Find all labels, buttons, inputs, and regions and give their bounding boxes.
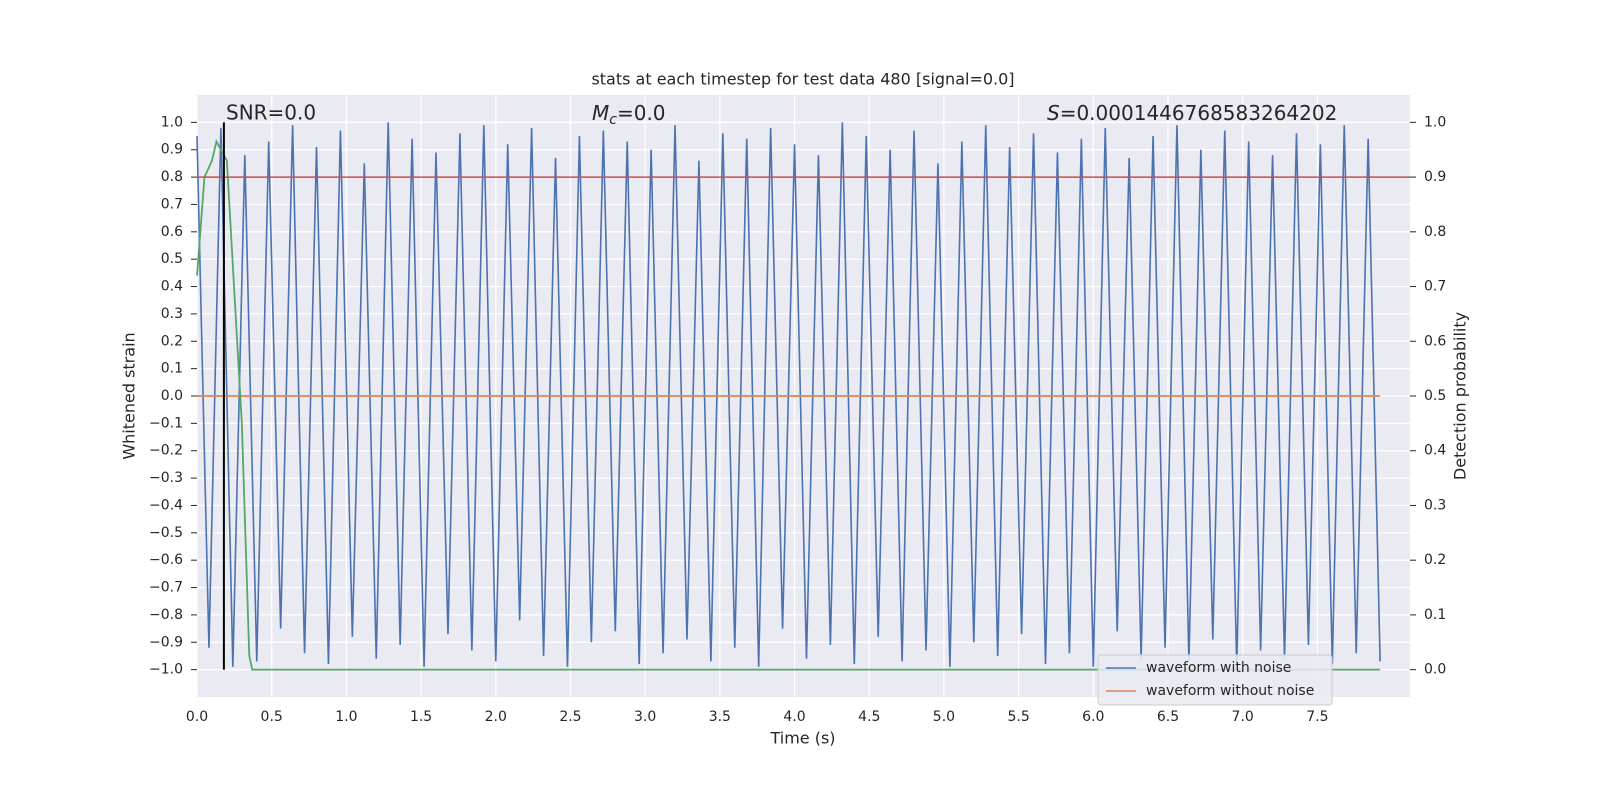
y2-tick-label: 0.8 [1424, 224, 1446, 240]
series-line [196, 122, 1381, 667]
x-tick-label: 2.5 [559, 709, 581, 725]
annotation-symbol: M [592, 101, 609, 125]
y-tick-label: 0.2 [161, 333, 183, 349]
annotation-subscript: c [609, 112, 617, 128]
chart-title: stats at each timestep for test data 480… [591, 70, 1014, 89]
y-axis-label: Whitened strain [120, 332, 139, 459]
y-tick-label: 0.3 [161, 306, 183, 322]
y2-tick-label: 0.4 [1424, 443, 1446, 459]
x-tick-label: 2.0 [485, 709, 507, 725]
y-tick-label: 0.0 [161, 388, 183, 404]
y-tick-label: 0.7 [161, 196, 183, 212]
y-tick-label: −0.4 [149, 497, 183, 513]
y-tick-label: −0.7 [149, 580, 183, 596]
annotation-value: =0.0001446768583264202 [1060, 101, 1338, 125]
y-tick-label: −0.1 [149, 415, 183, 431]
y2-tick-label: 0.3 [1424, 497, 1446, 513]
series-line [196, 139, 1381, 671]
legend-box [1097, 654, 1333, 706]
x-tick-label: 5.5 [1007, 709, 1029, 725]
y-tick-label: 0.1 [161, 361, 183, 377]
y2-axis-label: Detection probability [1451, 312, 1470, 480]
x-tick-label: 3.0 [634, 709, 656, 725]
annotation: Mc=0.0 [592, 101, 666, 129]
y-tick-label: −0.5 [149, 525, 183, 541]
x-tick-label: 0.5 [261, 709, 283, 725]
y-tick-label: 1.0 [161, 114, 183, 130]
x-axis-label: Time (s) [769, 729, 835, 748]
x-tick-label: 5.0 [933, 709, 955, 725]
y-tick-label: −0.8 [149, 607, 183, 623]
y-tick-label: 0.6 [161, 224, 183, 240]
x-tick-label: 3.5 [709, 709, 731, 725]
y-tick-label: −1.0 [149, 662, 183, 678]
y2-tick-label: 0.2 [1424, 552, 1446, 568]
y2-tick-label: 0.0 [1424, 662, 1446, 678]
x-tick-label: 7.0 [1232, 709, 1254, 725]
x-tick-label: 6.0 [1082, 709, 1104, 725]
annotation: S=0.0001446768583264202 [1047, 101, 1337, 125]
y2-tick-label: 0.7 [1424, 279, 1446, 295]
x-tick-label: 4.0 [783, 709, 805, 725]
x-tick-label: 0.0 [186, 709, 208, 725]
y-tick-label: 0.5 [161, 251, 183, 267]
legend-label: waveform with noise [1146, 660, 1291, 676]
x-tick-label: 1.0 [335, 709, 357, 725]
x-tick-label: 4.5 [858, 709, 880, 725]
y-tick-label: 0.4 [161, 279, 183, 295]
y-tick-label: −0.6 [149, 552, 183, 568]
y-tick-label: 0.9 [161, 142, 183, 158]
annotation: SNR=0.0 [226, 101, 316, 125]
y2-tick-label: 0.1 [1424, 607, 1446, 623]
y2-tick-label: 0.9 [1424, 169, 1446, 185]
annotation-symbol: S [1047, 101, 1060, 125]
x-tick-label: 6.5 [1157, 709, 1179, 725]
y-tick-label: 0.8 [161, 169, 183, 185]
y2-tick-label: 0.6 [1424, 333, 1446, 349]
x-tick-label: 1.5 [410, 709, 432, 725]
legend-label: waveform without noise [1146, 683, 1314, 699]
x-tick-label: 7.5 [1306, 709, 1328, 725]
y2-tick-label: 1.0 [1424, 114, 1446, 130]
y2-tick-label: 0.5 [1424, 388, 1446, 404]
y-tick-label: −0.2 [149, 443, 183, 459]
y-tick-label: −0.3 [149, 470, 183, 486]
y-tick-label: −0.9 [149, 634, 183, 650]
annotation-value: =0.0 [617, 101, 666, 125]
